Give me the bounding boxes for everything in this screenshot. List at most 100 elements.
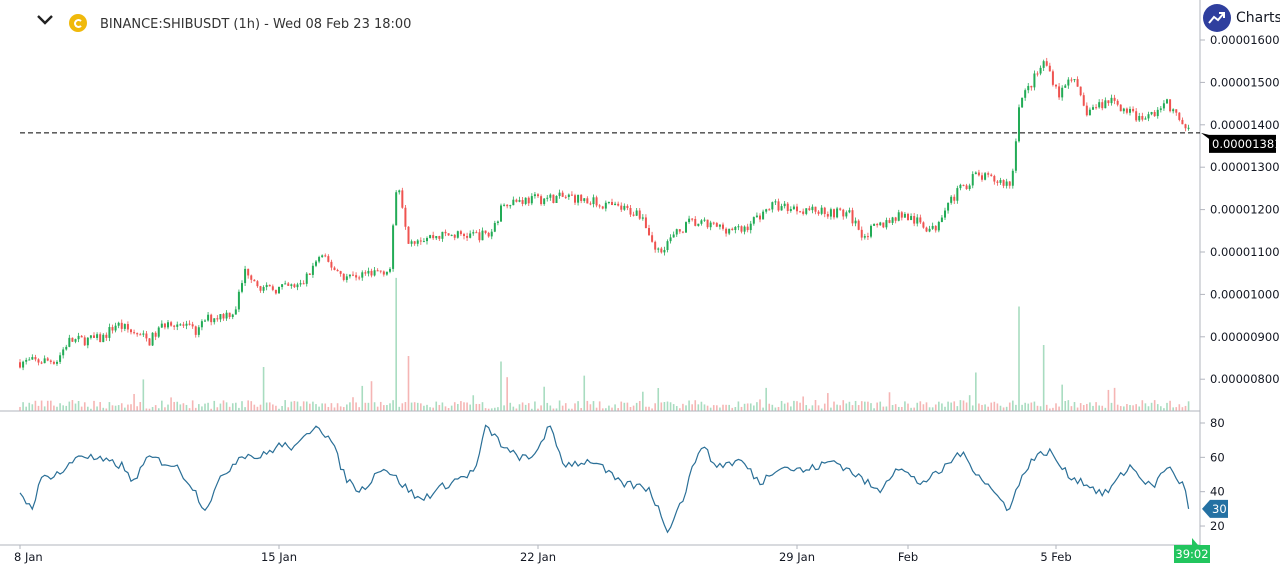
volume-bar: [1073, 402, 1076, 411]
candle: [866, 236, 869, 238]
rsi-tick-label: 80: [1210, 416, 1225, 430]
price-tick-label: 0.00001000: [1210, 287, 1280, 301]
candle: [786, 203, 789, 211]
volume-bar: [235, 402, 237, 411]
candle: [271, 286, 274, 290]
candle: [1113, 97, 1116, 101]
chevron-down-icon[interactable]: [36, 14, 54, 26]
rsi-last-value: 30: [1212, 502, 1227, 516]
volume-bar: [638, 400, 641, 411]
volume-bar: [40, 400, 43, 411]
candle: [370, 270, 373, 276]
volume-bar: [247, 400, 249, 411]
candle: [1018, 107, 1020, 142]
volume-bar: [83, 402, 86, 411]
volume-bar: [719, 407, 721, 411]
volume-bar: [268, 402, 271, 411]
candle: [308, 273, 311, 275]
candle: [934, 225, 937, 231]
volume-bar: [71, 400, 74, 411]
volume-bar: [34, 400, 37, 411]
candle: [598, 205, 601, 207]
volume-bar: [790, 406, 792, 411]
candle: [324, 255, 327, 257]
candle: [250, 275, 253, 280]
volume-bar: [327, 406, 330, 411]
volume-bar: [595, 407, 598, 411]
volume-bar: [851, 405, 854, 411]
volume-bar: [786, 402, 789, 411]
candle: [296, 284, 299, 288]
volume-bar: [161, 400, 163, 411]
volume-bar: [77, 401, 80, 411]
volume-bar: [629, 406, 632, 411]
volume-bar: [731, 407, 734, 411]
candle: [752, 217, 755, 224]
volume-bar: [938, 401, 940, 411]
candle: [971, 174, 974, 186]
volume-bar: [827, 393, 829, 411]
candle: [1014, 141, 1017, 171]
candle: [456, 231, 459, 238]
volume-bar: [901, 406, 903, 411]
candle: [947, 202, 950, 211]
candle: [617, 203, 620, 206]
volume-bar: [531, 408, 533, 411]
volume-bar: [395, 277, 397, 411]
candle: [1098, 102, 1101, 108]
volume-bar: [774, 407, 777, 411]
candle: [965, 185, 968, 190]
volume-bar: [1138, 406, 1141, 411]
candle: [136, 333, 139, 335]
candle: [700, 220, 703, 224]
candle: [422, 241, 425, 243]
candle: [1116, 100, 1119, 105]
volume-bar: [25, 406, 27, 411]
candle: [142, 333, 145, 335]
volume-bar: [756, 402, 758, 411]
volume-bar: [759, 399, 761, 411]
candle: [432, 235, 435, 239]
candle: [231, 314, 234, 318]
candle: [68, 337, 71, 347]
volume-bar: [1104, 407, 1107, 411]
candle: [287, 283, 290, 286]
brand-logo[interactable]: Charts p: [1203, 4, 1280, 32]
volume-bar: [944, 406, 946, 411]
candle: [734, 226, 737, 230]
candle: [80, 335, 83, 338]
volume-bar: [555, 408, 558, 411]
candle: [336, 269, 339, 272]
volume-bar: [441, 402, 444, 411]
volume-bar: [108, 402, 111, 411]
candle: [151, 332, 154, 346]
candle: [145, 333, 148, 339]
volume-bar: [315, 404, 317, 411]
candle: [595, 197, 598, 206]
volume-bar: [463, 402, 465, 411]
candle: [284, 283, 287, 285]
candle: [691, 218, 694, 220]
volume-bar: [722, 404, 724, 411]
candle: [1027, 85, 1030, 91]
volume-bar: [466, 402, 468, 411]
candle: [620, 205, 623, 210]
price-tick-label: 0.00001100: [1210, 245, 1280, 259]
candle: [635, 210, 638, 216]
volume-bar: [1061, 384, 1063, 411]
volume-bar: [598, 401, 601, 411]
candle: [43, 358, 46, 364]
candle: [792, 206, 795, 210]
volume-bar: [450, 405, 453, 411]
candle: [1073, 79, 1076, 81]
candle: [1135, 111, 1138, 121]
volume-bar: [376, 406, 379, 411]
volume-bar: [642, 391, 644, 411]
candle: [1095, 107, 1098, 109]
volume-bar: [1049, 408, 1051, 411]
candle: [204, 320, 206, 322]
candle: [259, 286, 262, 291]
volume-bar: [358, 407, 360, 411]
candle: [157, 327, 160, 337]
